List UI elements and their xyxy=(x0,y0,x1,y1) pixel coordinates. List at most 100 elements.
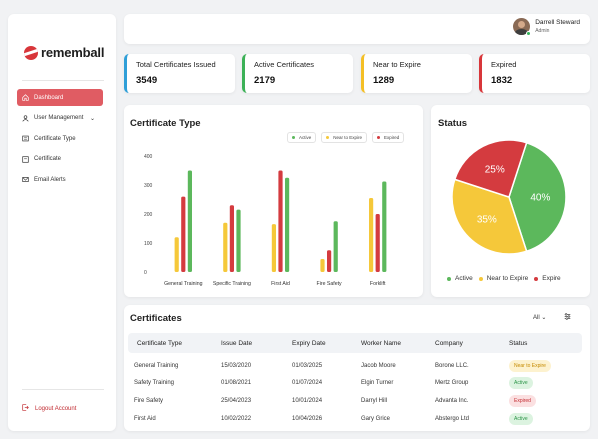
cell-worker-name: Gary Grice xyxy=(361,416,391,422)
bar-active[interactable] xyxy=(382,181,387,272)
cell-issue-date: 15/03/2020 xyxy=(221,363,252,369)
legend-dot xyxy=(326,136,330,139)
y-tick-label: 0 xyxy=(144,270,147,276)
x-tick-label: Specific Training xyxy=(213,281,251,287)
cell-company: Abstergo Ltd xyxy=(435,416,470,422)
cell-certificate-type: General Training xyxy=(134,363,179,369)
pie-slice-near-to-expire[interactable] xyxy=(451,178,528,255)
column-header[interactable]: Expiry Date xyxy=(292,340,326,347)
stat-value: 1289 xyxy=(373,75,395,86)
users-icon xyxy=(22,114,29,122)
legend-label: Expired xyxy=(384,135,400,140)
status-badge: Expired xyxy=(509,395,536,407)
pie-legend: Active Near to Expire Expire xyxy=(447,275,561,282)
cell-company: Advanta Inc. xyxy=(435,398,469,404)
mail-icon xyxy=(22,176,29,183)
sidebar: rememball Dashboard User Management ⌄ Ce… xyxy=(8,14,116,431)
stat-card-expired: Expired 1832 xyxy=(479,54,590,93)
legend-label: Near to Expire xyxy=(486,275,529,282)
legend-item-near-expire[interactable]: Near to Expire xyxy=(321,132,368,143)
stat-value: 2179 xyxy=(254,75,276,86)
sidebar-item-certificate[interactable]: Certificate xyxy=(17,151,103,168)
table-row[interactable]: General Training 15/03/2020 01/03/2025 J… xyxy=(128,358,582,375)
pie-slice-expire[interactable] xyxy=(453,139,528,198)
legend-label: Expire xyxy=(542,275,561,282)
cell-company: Mertz Group xyxy=(435,380,469,386)
sidebar-item-label: Dashboard xyxy=(34,94,64,101)
cell-worker-name: Elgin Turner xyxy=(361,380,394,386)
x-tick-label: First Aid xyxy=(271,281,290,287)
cell-worker-name: Jacob Moore xyxy=(361,363,396,369)
sidebar-item-email-alerts[interactable]: Email Alerts xyxy=(17,171,103,188)
x-tick-label: Forklift xyxy=(370,281,386,287)
bar-near-to-expire[interactable] xyxy=(271,224,276,272)
bar-expired[interactable] xyxy=(278,170,283,273)
user-profile[interactable]: Darrell Steward Admin xyxy=(513,18,580,36)
sidebar-divider xyxy=(22,80,104,81)
bar-active[interactable] xyxy=(285,177,290,272)
filter-settings-icon[interactable] xyxy=(564,313,571,322)
table-row[interactable]: Fire Safety 25/04/2023 10/01/2024 Darryl… xyxy=(128,393,582,410)
sidebar-item-dashboard[interactable]: Dashboard xyxy=(17,89,103,106)
brand-name: rememball xyxy=(41,45,105,60)
sidebar-nav: Dashboard User Management ⌄ Certificate … xyxy=(17,89,103,192)
stat-card-total: Total Certificates Issued 3549 xyxy=(124,54,235,93)
bar-active[interactable] xyxy=(236,209,241,272)
stat-label: Active Certificates xyxy=(254,60,315,69)
legend-label: Active xyxy=(455,275,473,282)
pie-chart: 40% 35% 25% xyxy=(451,139,567,255)
online-status-icon xyxy=(526,31,532,36)
status-badge: Near to Expire xyxy=(509,360,551,372)
stat-card-near-expire: Near to Expire 1289 xyxy=(361,54,472,93)
y-tick-label: 100 xyxy=(144,241,153,247)
x-tick-label: Fire Safety xyxy=(317,281,342,287)
bar-near-to-expire[interactable] xyxy=(174,237,179,272)
column-header[interactable]: Company xyxy=(435,340,463,347)
table-row[interactable]: Safety Training 01/08/2021 01/07/2024 El… xyxy=(128,375,582,392)
sidebar-item-label: User Management xyxy=(34,115,84,121)
chevron-down-icon[interactable]: ⌄ xyxy=(89,115,95,122)
chart-title: Certificate Type xyxy=(130,118,201,129)
filter-label: All xyxy=(533,315,540,321)
bar-active[interactable] xyxy=(187,170,192,273)
legend-item-expired[interactable]: Expired xyxy=(372,132,405,143)
brand-logo[interactable]: rememball xyxy=(24,45,104,60)
bar-expired[interactable] xyxy=(181,196,186,272)
column-header[interactable]: Status xyxy=(509,340,528,347)
bar-expired[interactable] xyxy=(375,214,380,272)
stat-label: Near to Expire xyxy=(373,60,421,69)
cell-issue-date: 10/02/2022 xyxy=(221,416,252,422)
pie-legend-expire: Expire xyxy=(534,275,561,282)
sidebar-item-certificate-type[interactable]: Certificate Type xyxy=(17,130,103,147)
status-filter-select[interactable]: All ⌄ xyxy=(533,314,546,321)
cell-certificate-type: Fire Safety xyxy=(134,398,164,404)
legend-item-active[interactable]: Active xyxy=(287,132,317,143)
bar-near-to-expire[interactable] xyxy=(369,198,374,272)
legend-label: Active xyxy=(299,135,312,140)
status-badge: Active xyxy=(509,413,533,425)
pie-slice-active[interactable] xyxy=(508,141,567,253)
bar-near-to-expire[interactable] xyxy=(320,258,325,272)
pie-value-label: 25% xyxy=(485,165,505,176)
legend-dot xyxy=(292,136,295,139)
pie-value-label: 40% xyxy=(530,193,550,204)
bar-near-to-expire[interactable] xyxy=(223,222,228,272)
chart-legend: Active Near to Expire Expired xyxy=(287,132,405,143)
home-icon xyxy=(22,94,29,101)
bar-active[interactable] xyxy=(333,221,338,272)
certificate-icon xyxy=(22,155,29,163)
column-header[interactable]: Issue Date xyxy=(221,340,253,347)
bar-expired[interactable] xyxy=(327,250,332,272)
column-header[interactable]: Worker Name xyxy=(361,340,401,347)
user-role: Admin xyxy=(535,28,550,34)
cell-company: Borone LLC. xyxy=(435,363,469,369)
cell-issue-date: 01/08/2021 xyxy=(221,380,252,386)
logout-button[interactable]: Logout Account xyxy=(22,404,76,413)
legend-label: Near to Expire xyxy=(333,135,363,140)
column-header[interactable]: Certificate Type xyxy=(137,340,183,347)
cell-expiry-date: 01/07/2024 xyxy=(292,380,323,386)
table-row[interactable]: First Aid 10/02/2022 10/04/2026 Gary Gri… xyxy=(128,411,582,428)
logo-icon xyxy=(24,45,38,60)
sidebar-item-user-management[interactable]: User Management ⌄ xyxy=(17,110,103,127)
bar-expired[interactable] xyxy=(229,205,234,272)
